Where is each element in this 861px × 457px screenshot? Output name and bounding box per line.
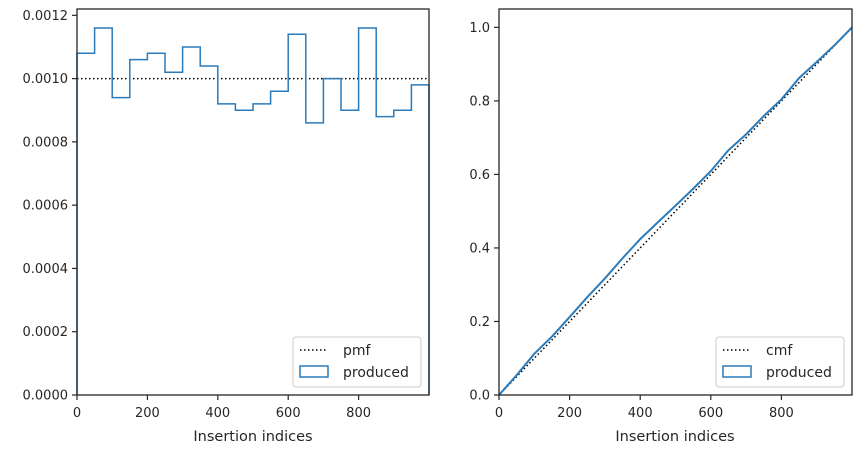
histogram-bin — [77, 53, 95, 395]
histogram-bin — [112, 98, 130, 395]
histogram-bin — [147, 53, 165, 395]
histogram-bin — [253, 104, 271, 395]
pmf-plot-content — [76, 27, 430, 395]
histogram-bin — [165, 72, 183, 395]
histogram-bin — [235, 110, 253, 395]
cmf-x-tick-label: 400 — [628, 406, 653, 421]
produced-cmf-legend-swatch — [722, 365, 752, 378]
pmf-y-tick-label: 0.0004 — [23, 262, 69, 277]
pmf-x-tick-label: 600 — [276, 406, 301, 421]
produced-histogram-step — [76, 27, 430, 395]
cmf-x-tick-label: 600 — [698, 406, 723, 421]
pmf-y-tick-label: 0.0010 — [23, 72, 69, 87]
pmf-legend-label: pmf — [343, 343, 372, 359]
cmf-y-tick-label: 0.6 — [469, 168, 490, 183]
pmf-y-tick-label: 0.0002 — [23, 325, 69, 340]
pmf-axis-ticks: 0 200 400 600 800 0.0000 0.0002 0.0004 0.0006 0.0… — [23, 9, 372, 421]
cmf-y-tick-label: 1.0 — [469, 21, 490, 36]
pmf-x-tick-label: 0 — [73, 406, 81, 421]
pmf-legend: pmf produced — [292, 336, 422, 388]
produced-series-line — [498, 26, 853, 396]
pmf-x-tick-label: 800 — [346, 406, 371, 421]
cmf-series-line — [498, 26, 853, 396]
cmf-y-tick-label: 0.2 — [469, 315, 490, 330]
pmf-y-tick-label: 0.0012 — [23, 9, 69, 24]
cmf-plot-content — [498, 26, 853, 396]
histogram-bin — [218, 104, 236, 395]
cmf-x-tick-label: 0 — [495, 406, 503, 421]
pmf-x-tick-label: 200 — [135, 406, 160, 421]
cmf-y-tick-label: 0.8 — [469, 94, 490, 109]
cmf-y-tick-label: 0.0 — [469, 389, 490, 404]
cmf-legend-label: cmf — [766, 343, 793, 359]
produced-legend-swatch — [299, 365, 329, 378]
pmf-axes-frame — [76, 8, 430, 396]
pmf-y-tick-label: 0.0008 — [23, 135, 69, 150]
histogram-bin — [200, 66, 218, 395]
histogram-bin — [271, 91, 289, 395]
histogram-bin — [183, 47, 201, 395]
pmf-x-tick-label: 400 — [205, 406, 230, 421]
cmf-axes-frame — [498, 8, 853, 396]
cmf-y-tick-label: 0.4 — [469, 241, 490, 256]
cmf-x-tick-label: 200 — [557, 406, 582, 421]
produced-cmf-legend-label: produced — [766, 365, 832, 381]
pmf-histogram-panel: 0 200 400 600 800 0.0000 0.0002 0.0004 0.0006 0.0… — [23, 8, 430, 445]
histogram-bin — [95, 28, 113, 395]
cmf-line-panel: 0 200 400 600 800 0.0 0.2 0.4 0.6 0.8 1.0 Insertio… — [469, 8, 853, 445]
pmf-y-tick-label: 0.0000 — [23, 389, 69, 404]
produced-legend-label: produced — [343, 365, 409, 381]
pmf-x-axis-label: Insertion indices — [193, 429, 312, 445]
histogram-bin — [130, 60, 148, 395]
cmf-x-axis-label: Insertion indices — [615, 429, 734, 445]
cmf-x-tick-label: 800 — [769, 406, 794, 421]
cmf-legend: cmf produced — [715, 336, 845, 388]
pmf-y-tick-label: 0.0006 — [23, 199, 69, 214]
cmf-axis-ticks: 0 200 400 600 800 0.0 0.2 0.4 0.6 0.8 1.0 — [469, 21, 794, 421]
